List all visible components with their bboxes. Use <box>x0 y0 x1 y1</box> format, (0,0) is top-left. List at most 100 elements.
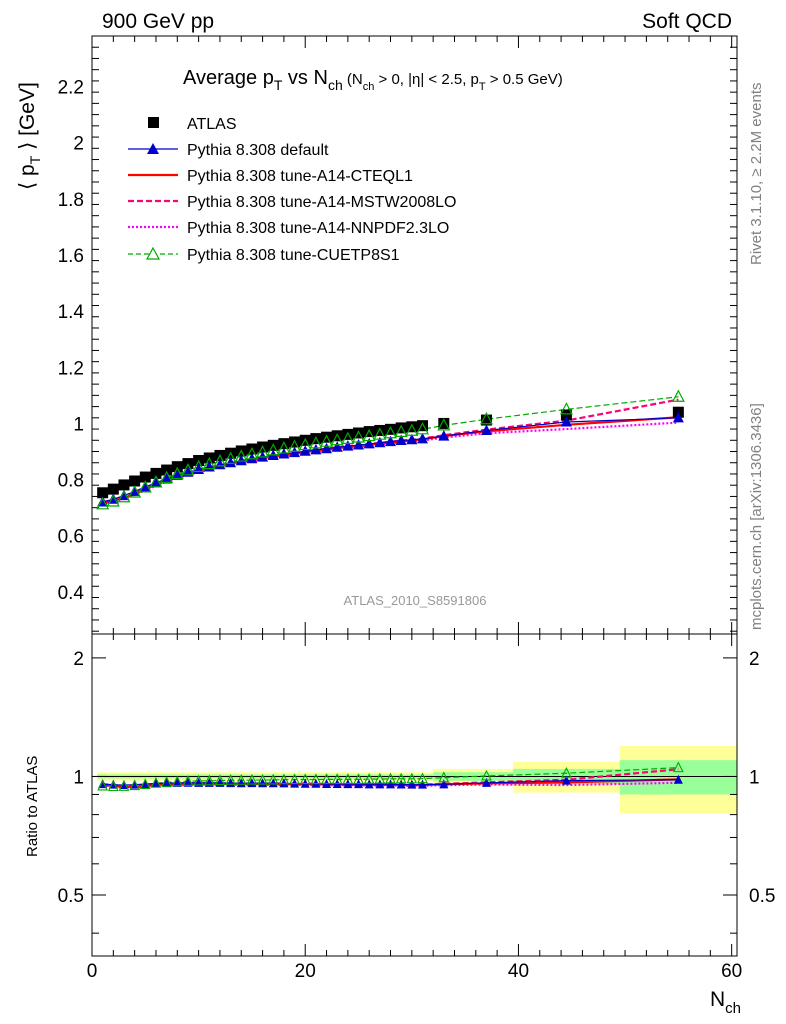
cuetp-data-point <box>256 445 270 458</box>
ratio-default-point <box>561 775 571 785</box>
ratio-cuetp-point <box>267 773 279 785</box>
main-y-tick-label: 2.2 <box>58 78 84 99</box>
ratio-y-tick-label: 1 <box>73 767 84 788</box>
cuetp-data-point <box>138 480 152 493</box>
atlas-data-point <box>321 431 333 443</box>
ratio-default-point <box>130 779 140 789</box>
default-data-point <box>235 454 247 466</box>
main-y-tick-label: 2 <box>73 134 84 155</box>
cuetp-data-point <box>394 424 408 437</box>
ratio-cuetp-point <box>406 772 418 784</box>
main-y-tick-label: 0.6 <box>58 527 84 548</box>
ratio-y-tick-labels: 0.5 0.5 1 1 2 2 <box>58 649 776 907</box>
ratio-cuetp-point <box>129 779 141 791</box>
cuetp-data-point <box>202 456 216 470</box>
ratio-cuetp-point <box>374 772 386 784</box>
ratio-cuetp-point <box>118 780 130 791</box>
cuetp-data-point <box>320 434 334 447</box>
legend-label-cuetp: Pythia 8.308 tune-CUETP8S1 <box>187 247 400 264</box>
ratio-cuetp-point <box>342 773 354 784</box>
default-data-point <box>182 466 194 477</box>
default-data-point <box>171 469 183 480</box>
atlas-data-point <box>118 479 130 491</box>
cuetp-data-point <box>128 485 142 498</box>
default-data-point <box>480 424 492 435</box>
main-y-tick-label: 1.6 <box>58 246 84 267</box>
default-data-point <box>342 440 354 451</box>
legend-marker-atlas <box>148 117 159 128</box>
atlas-data-point <box>161 464 173 476</box>
ratio-cuetp-point <box>353 773 364 784</box>
cuetp-data-point <box>416 422 429 435</box>
ratio-default-point <box>481 777 491 787</box>
main-y-tick-label: 1.2 <box>58 358 84 379</box>
ratio-cuetp-point <box>203 774 215 786</box>
default-data-point <box>672 411 684 423</box>
default-data-point <box>406 433 418 445</box>
ratio-default-point <box>151 778 161 788</box>
cuetp-data-point <box>160 470 174 484</box>
default-data-point <box>150 476 162 488</box>
cuetp-data-point <box>96 496 110 510</box>
ratio-default-point <box>386 779 396 789</box>
ratio-default-point <box>673 774 683 784</box>
cuetp-data-point <box>288 439 302 452</box>
x-axis-label: Nch <box>710 988 741 1017</box>
default-data-point <box>161 473 173 484</box>
ratio-default-point <box>439 779 449 789</box>
ratio-y-tick-label-right: 0.5 <box>749 886 775 907</box>
ratio-default-point <box>364 779 374 789</box>
ratio-plot-frame <box>91 633 738 957</box>
ratio-y-axis-label: Ratio to ATLAS <box>24 756 41 857</box>
cuetp-data-point <box>479 411 493 425</box>
ratio-cuetp-point <box>193 774 205 786</box>
ratio-cuetp-point <box>139 778 151 790</box>
cuetp-data-point <box>106 494 120 507</box>
x-tick-label: 40 <box>508 961 529 982</box>
cuetp-data-point <box>149 475 163 488</box>
default-data-point <box>438 430 450 441</box>
ratio-cuetp-point <box>289 773 300 785</box>
atlas-data-point <box>139 471 151 483</box>
atlas-data-point <box>480 414 492 426</box>
ratio-cuetp-point <box>235 774 247 785</box>
atlas-data-point <box>331 430 343 442</box>
legend-label-nnpdf: Pythia 8.308 tune-A14-NNPDF2.3LO <box>187 220 449 237</box>
analysis-watermark: ATLAS_2010_S8591806 <box>344 593 487 608</box>
ratio-series <box>97 761 684 792</box>
x-tick-label: 0 <box>87 961 98 982</box>
default-data-point <box>560 416 572 427</box>
ratio-cuetp-point <box>150 777 162 788</box>
ratio-default-point <box>375 779 385 789</box>
ratio-cuetp-point <box>278 773 290 785</box>
ratio-cuetp-point <box>107 780 119 792</box>
ratio-panel: 0.5 0.5 1 1 2 2 0 20 40 60 Ratio to ATLAS Nch <box>24 633 776 1017</box>
ratio-cuetp-point <box>363 772 375 784</box>
ratio-cuetp-point <box>481 769 492 781</box>
legend-label-mstw: Pythia 8.308 tune-A14-MSTW2008LO <box>187 194 456 211</box>
cuetp-data-point <box>437 418 451 431</box>
atlas-data-point <box>406 421 418 433</box>
main-axis-ticks <box>91 35 737 634</box>
ratio-cuetp-point <box>331 773 343 784</box>
cuetp-data-point <box>277 441 291 454</box>
default-data-point <box>363 437 375 449</box>
cuetp-data-point <box>170 466 184 480</box>
cuetp-data-point <box>384 425 398 439</box>
ratio-default-point <box>396 779 406 789</box>
ratio-y-tick-label: 2 <box>73 649 84 670</box>
ratio-cuetp-point <box>385 772 396 784</box>
cuetp-data-point <box>245 447 259 460</box>
default-data-point <box>246 452 258 464</box>
ratio-cuetp-point <box>246 773 258 785</box>
cuetp-data-point <box>559 402 573 415</box>
atlas-data-point <box>560 409 572 421</box>
ratio-default-point <box>226 778 236 788</box>
ratio-default-point <box>172 777 182 787</box>
header-right: Soft QCD <box>642 10 732 33</box>
series-line-cuetp <box>102 396 679 505</box>
cuetp-data-point <box>405 423 419 436</box>
main-y-tick-labels: 0.4 0.6 0.8 1 1.2 1.4 1.6 1.8 2 2.2 <box>58 78 85 604</box>
main-y-tick-label: 1.8 <box>58 190 84 211</box>
legend: ATLAS Pythia 8.308 default Pythia 8.308 … <box>128 116 456 264</box>
